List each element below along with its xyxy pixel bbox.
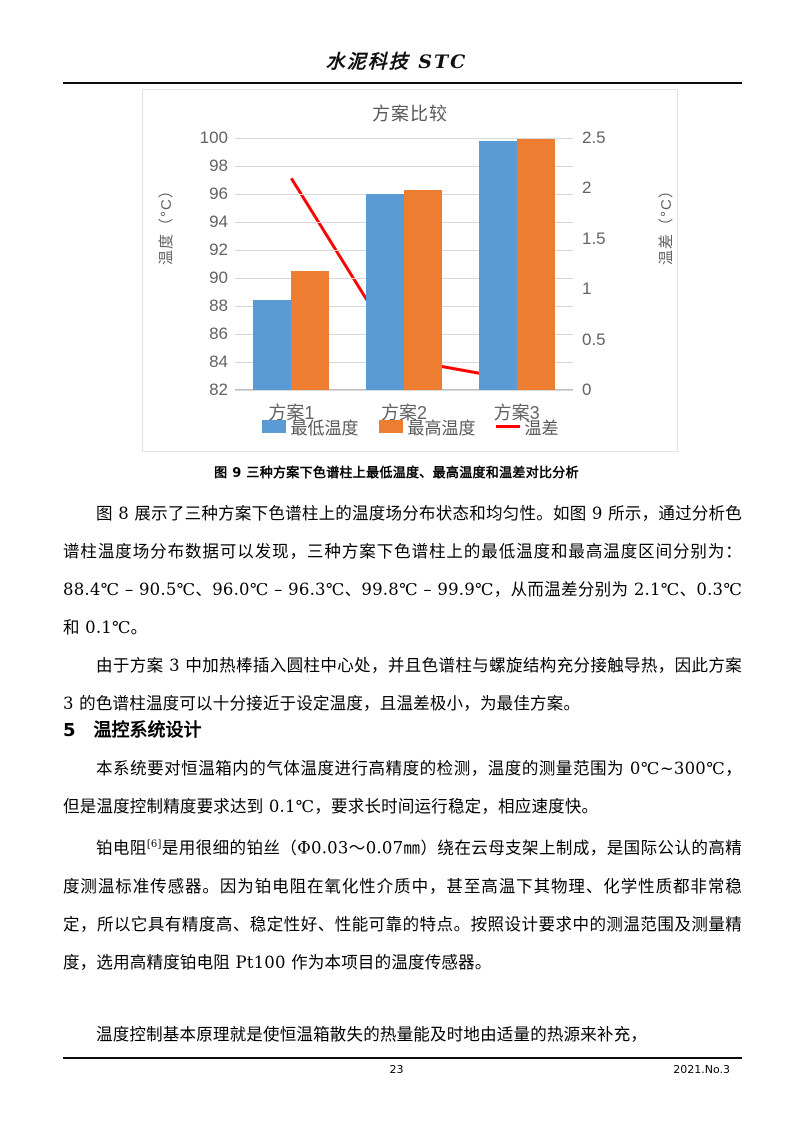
chart-legend: 最低温度 最高温度 温差 [143, 414, 677, 439]
section-heading-temperature-control: 5 温控系统设计 [63, 712, 742, 750]
chart-bar-min-temp [478, 140, 517, 390]
chart-bar-max-temp [404, 189, 442, 390]
paragraph-control-principle: 温度控制基本原理就是使恒温箱散失的热量能及时地由适量的热源来补充， [96, 1025, 648, 1044]
footer-rule [63, 1057, 742, 1059]
paragraph-platinum-resistor: 铂电阻[6]是用很细的铂丝（Φ0.03～0.07㎜）绕在云母支架上制成，是国际公… [63, 826, 742, 982]
chart-title: 方案比较 [372, 104, 448, 124]
legend-swatch-min-temp [261, 420, 286, 433]
paragraph-figure8-analysis: 图 8 展示了三种方案下色谱柱上的温度场分布状态和均匀性。如图 9 所示，通过分… [63, 504, 742, 637]
chart-y2-tick-label: 0 [582, 380, 592, 399]
chart-bar-max-temp [291, 271, 330, 390]
chart-y-tick-label: 94 [209, 212, 228, 231]
chart-plot-area: 82 84 86 88 90 92 94 96 98 100 0 0.5 1 1.5 2 2.5 方案1 方案2 方… [200, 128, 606, 423]
chart-y2-tick-label: 2 [582, 178, 592, 198]
chart-y2-tick-label: 1.5 [582, 228, 606, 248]
legend-item-min-temp: 最低温度 [261, 414, 359, 439]
chart-x-tick-label: 方案2 [380, 403, 428, 423]
chart-gridline [235, 138, 573, 139]
legend-swatch-max-temp [378, 420, 403, 433]
chart-y-tick-label: 86 [209, 324, 228, 343]
chart-gridline [235, 390, 573, 391]
running-head-title: 水泥科技 STC [325, 51, 468, 73]
legend-swatch-temp-diff [495, 425, 520, 428]
footer-issue: 2021.No.3 [673, 1063, 730, 1076]
chart-y-axis-label: 温度（°C） [158, 182, 175, 265]
chart-x-tick-label: 方案1 [268, 403, 315, 423]
section-title: 温控系统设计 [93, 720, 202, 741]
paragraph-platinum-resistor-post: 是用很细的铂丝（Φ0.03～0.07㎜）绕在云母支架上制成，是国际公认的高精度测… [63, 838, 742, 972]
chart-x-tick-label: 方案3 [493, 403, 540, 423]
chart-bar-min-temp [253, 300, 292, 390]
header-rule [63, 82, 742, 84]
chart-bar-min-temp [366, 194, 404, 390]
chart-y-tick-label: 82 [209, 380, 228, 399]
chart-y-tick-label: 90 [209, 268, 228, 287]
chart-bar-max-temp [516, 139, 555, 390]
legend-label-temp-diff: 温差 [524, 419, 559, 438]
legend-label-min-temp: 最低温度 [290, 419, 359, 438]
chart-y2-tick-label: 1 [582, 279, 592, 299]
legend-item-temp-diff: 温差 [495, 414, 559, 439]
chart-y-tick-label: 100 [199, 128, 228, 147]
chart-y2-tick-label: 2.5 [582, 128, 606, 147]
chart-figure: 方案比较 温度（°C） 温差（°C） 82 84 86 88 90 92 94 96 98 100… [142, 89, 678, 452]
paragraph-system-requirements: 本系统要对恒温箱内的气体温度进行高精度的检测，温度的测量范围为 0℃~300℃，… [63, 759, 742, 816]
chart-y2-axis-label: 温差（°C） [658, 182, 675, 265]
paragraph-scheme3-conclusion: 由于方案 3 中加热棒插入圆柱中心处，并且色谱柱与螺旋结构充分接触导热，因此方案… [63, 656, 742, 713]
chart-y-tick-label: 92 [209, 240, 228, 259]
chart-y-tick-label: 88 [209, 296, 228, 315]
chart-y2-tick-label: 0.5 [582, 329, 606, 349]
legend-label-max-temp: 最高温度 [407, 419, 476, 438]
section-number: 5 [63, 720, 76, 741]
figure-caption: 图 9 三种方案下色谱柱上最低温度、最高温度和温差对比分析 [214, 466, 579, 481]
chart-y-tick-label: 84 [209, 352, 228, 371]
paragraph-platinum-resistor-pre: 铂电阻 [96, 838, 147, 858]
reference-marker-6: [6] [146, 839, 162, 850]
chart-y-tick-label: 96 [209, 184, 228, 203]
footer-page-number: 23 [389, 1063, 404, 1076]
chart-y-tick-label: 98 [209, 156, 228, 175]
chart-gridline [235, 166, 573, 167]
legend-item-max-temp: 最高温度 [378, 414, 476, 439]
